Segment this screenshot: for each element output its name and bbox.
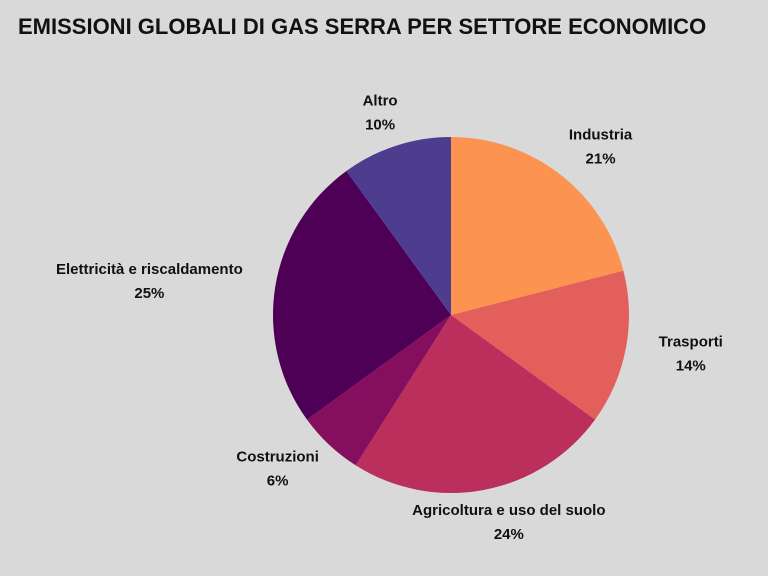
slice-label: Elettricità e riscaldamento	[56, 261, 243, 278]
pie-slice	[346, 137, 451, 315]
pie-slice	[306, 315, 451, 466]
slice-label: Agricoltura e uso del suolo	[412, 502, 605, 519]
pie-slice	[451, 137, 624, 315]
slice-label: Industria	[569, 126, 633, 143]
slice-value-label: 25%	[134, 285, 164, 302]
slice-value-label: 6%	[267, 473, 289, 490]
slice-label: Trasporti	[659, 334, 723, 351]
pie-slice	[273, 170, 451, 420]
slice-value-label: 10%	[365, 116, 395, 133]
slice-label: Altro	[363, 92, 398, 109]
pie-slice	[451, 270, 629, 420]
slice-label: Costruzioni	[236, 449, 319, 466]
slice-value-label: 21%	[586, 150, 616, 167]
slice-value-label: 14%	[676, 358, 706, 375]
chart-title: EMISSIONI GLOBALI DI GAS SERRA PER SETTO…	[18, 14, 706, 39]
pie-slice	[355, 315, 596, 493]
slice-value-label: 24%	[494, 526, 524, 543]
